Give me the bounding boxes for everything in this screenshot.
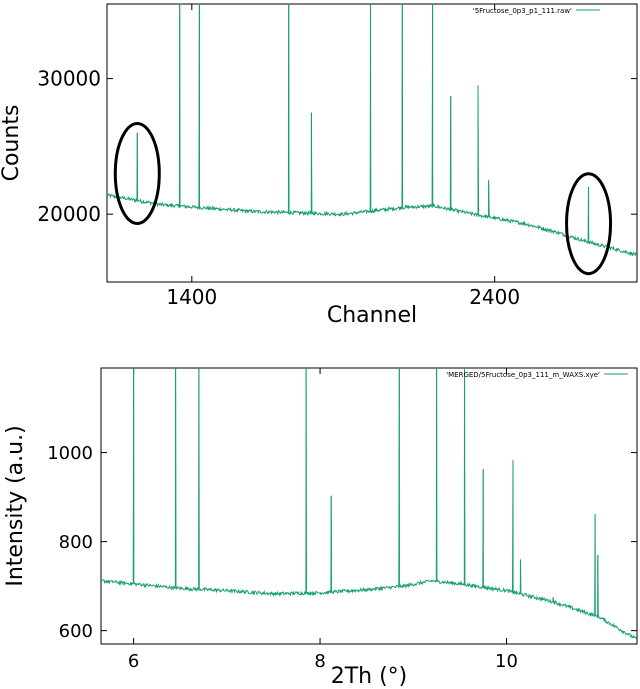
x-axis-title: Channel	[327, 303, 417, 328]
y-tick-label: 30000	[37, 67, 101, 91]
chart-panel-2: 6 8 10 600 800 1000 2Th (°) Intensity (a.u.) 'ME…	[3, 367, 638, 689]
plot-frame	[106, 3, 638, 283]
legend: '5Fructose_0p3_p1_111.raw'	[473, 7, 600, 15]
y-axis-title: Intensity (a.u.)	[3, 425, 28, 586]
plot-frame	[100, 367, 638, 645]
y-tick-label: 20000	[37, 202, 101, 226]
y-tick-label: 1000	[47, 443, 93, 464]
x-tick-label: 6	[128, 651, 139, 672]
highlight-ellipse	[113, 122, 161, 226]
y-tick-label: 600	[59, 621, 93, 642]
legend: 'MERGED/5Fructose_0p3_111_m_WAXS.xye'	[446, 371, 628, 379]
y-tick-label: 800	[59, 532, 93, 553]
y-axis-title: Counts	[0, 105, 24, 182]
chart-panel-1: 1400 2400 20000 30000 Channel Counts '5Fructos…	[0, 3, 638, 328]
series-line	[101, 368, 637, 641]
series-line	[107, 4, 637, 257]
highlight-ellipse	[565, 172, 613, 276]
x-tick-label: 1400	[166, 285, 217, 309]
legend-label: '5Fructose_0p3_p1_111.raw'	[473, 7, 572, 15]
x-axis-title: 2Th (°)	[331, 664, 408, 689]
x-tick-label: 2400	[469, 285, 520, 309]
x-tick-label: 10	[495, 651, 518, 672]
x-tick-label: 8	[314, 651, 325, 672]
legend-label: 'MERGED/5Fructose_0p3_111_m_WAXS.xye'	[446, 371, 600, 379]
